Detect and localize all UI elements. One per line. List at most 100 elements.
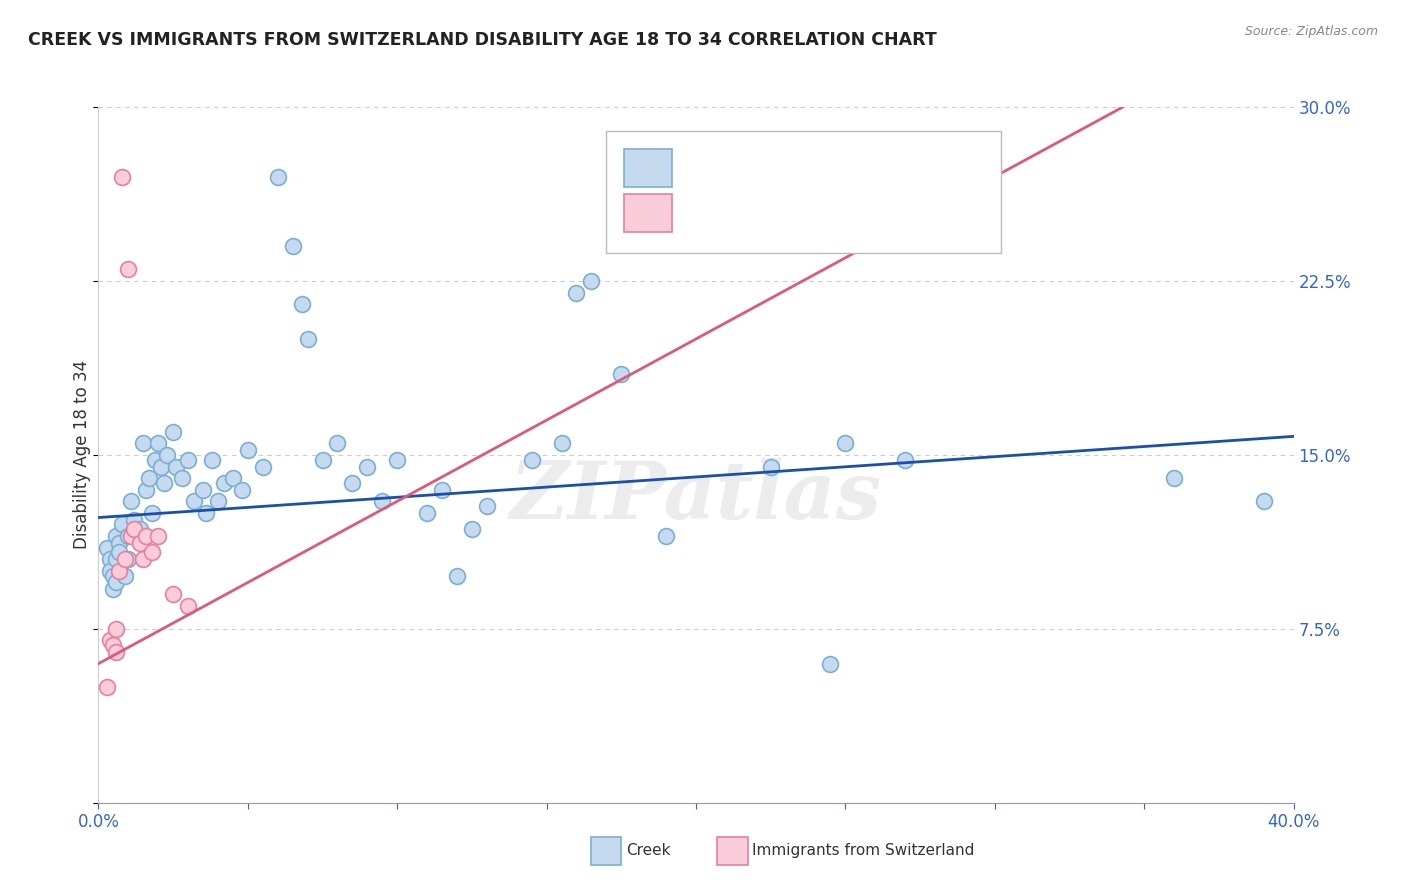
Point [162,587,184,601]
Point [291,297,314,311]
Point [143,452,166,467]
Point [141,506,163,520]
Point [148,436,170,450]
Point [98,552,122,566]
Text: 67: 67 [873,159,896,177]
Point [550,436,572,450]
Point [124,522,146,536]
Text: ZIPatlas: ZIPatlas [510,458,882,535]
Point [416,506,439,520]
Point [342,475,364,490]
Text: Source: ZipAtlas.com: Source: ZipAtlas.com [1244,25,1378,38]
Point [111,169,134,184]
Point [124,513,146,527]
Point [520,452,543,467]
Point [222,471,245,485]
Point [172,471,194,485]
Point [120,494,142,508]
Point [114,568,136,582]
Point [430,483,453,497]
Point [356,459,378,474]
Point [177,452,200,467]
Point [129,522,152,536]
Point [326,436,349,450]
Point [105,575,128,590]
Point [297,332,319,346]
Point [132,436,155,450]
Text: N =: N = [810,159,856,177]
Point [201,452,224,467]
Point [132,552,155,566]
Point [129,536,152,550]
Point [98,564,122,578]
Text: CREEK VS IMMIGRANTS FROM SWITZERLAND DISABILITY AGE 18 TO 34 CORRELATION CHART: CREEK VS IMMIGRANTS FROM SWITZERLAND DIS… [28,31,936,49]
FancyBboxPatch shape [624,194,672,232]
Point [834,436,856,450]
Point [105,552,128,566]
Point [165,459,187,474]
Point [371,494,394,508]
Text: 0.224: 0.224 [738,159,790,177]
Point [581,274,603,288]
Point [894,452,917,467]
Point [108,545,131,559]
Point [385,452,409,467]
Point [138,471,160,485]
Point [207,494,229,508]
Point [111,517,134,532]
Point [446,568,468,582]
Point [105,622,128,636]
Point [156,448,179,462]
Point [117,529,139,543]
Point [267,169,290,184]
Point [103,638,125,652]
Point [108,536,131,550]
Point [150,459,173,474]
Point [281,239,304,253]
Point [252,459,274,474]
Point [183,494,205,508]
Point [120,529,142,543]
Text: Immigrants from Switzerland: Immigrants from Switzerland [752,844,974,858]
Point [96,680,118,694]
Point [212,475,235,490]
Point [103,568,125,582]
Point [96,541,118,555]
FancyBboxPatch shape [624,149,672,187]
Text: R =: R = [686,204,723,222]
Point [565,285,588,300]
Point [231,483,253,497]
Point [108,564,131,578]
Point [98,633,122,648]
Point [195,506,218,520]
Text: R =: R = [686,159,723,177]
Text: N =: N = [810,204,856,222]
Point [148,529,170,543]
Point [114,552,136,566]
Point [103,582,125,597]
Point [759,459,782,474]
Point [105,645,128,659]
Point [117,262,139,277]
Text: 18: 18 [873,204,896,222]
Point [162,425,184,439]
Point [820,657,842,671]
Point [236,443,259,458]
Text: Creek: Creek [626,844,671,858]
Point [117,552,139,566]
Point [461,522,484,536]
Point [177,599,200,613]
FancyBboxPatch shape [606,131,1001,253]
Point [105,529,128,543]
Point [191,483,214,497]
Point [655,529,678,543]
Point [475,499,498,513]
Point [1163,471,1185,485]
Point [311,452,333,467]
Point [1253,494,1275,508]
Text: 0.406: 0.406 [738,204,790,222]
Y-axis label: Disability Age 18 to 34: Disability Age 18 to 34 [73,360,91,549]
Point [141,545,163,559]
Point [135,483,157,497]
Point [153,475,176,490]
